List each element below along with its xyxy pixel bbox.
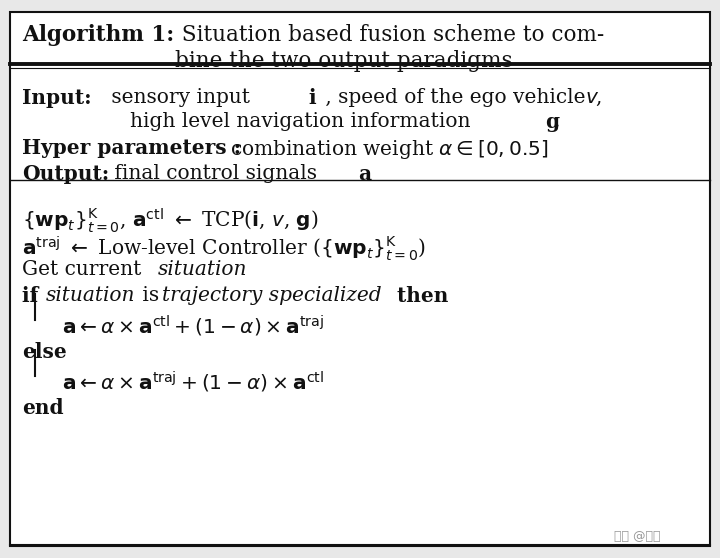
Text: high level navigation information: high level navigation information (130, 112, 477, 131)
Text: is: is (136, 286, 166, 305)
Text: $\{\mathbf{wp}_t\}_{t=0}^{\mathrm{K}}$, $\mathbf{a}^{\mathrm{ctl}}$ $\leftarrow$: $\{\mathbf{wp}_t\}_{t=0}^{\mathrm{K}}$, … (22, 206, 318, 235)
Text: Output:: Output: (22, 164, 109, 184)
Text: $v$: $v$ (585, 88, 599, 107)
Text: .: . (553, 112, 559, 131)
Text: then: then (390, 286, 449, 306)
Text: $\mathbf{a} \leftarrow \alpha \times \mathbf{a}^{\mathrm{ctl}} + (1 - \alpha) \t: $\mathbf{a} \leftarrow \alpha \times \ma… (62, 314, 324, 339)
Text: else: else (22, 342, 67, 362)
Text: sensory input: sensory input (105, 88, 256, 107)
Text: end: end (22, 398, 63, 418)
Text: ,: , (595, 88, 601, 107)
Text: combination weight $\alpha \in [0, 0.5]$: combination weight $\alpha \in [0, 0.5]$ (230, 138, 549, 161)
Text: i: i (308, 88, 315, 108)
Text: trajectory specialized: trajectory specialized (162, 286, 382, 305)
Text: bine the two output paradigms: bine the two output paradigms (175, 50, 513, 72)
Text: Input:: Input: (22, 88, 91, 108)
Text: Situation based fusion scheme to com-: Situation based fusion scheme to com- (175, 24, 604, 46)
Text: situation: situation (46, 286, 135, 305)
Text: g: g (545, 112, 559, 132)
Text: final control signals: final control signals (108, 164, 323, 183)
FancyBboxPatch shape (10, 12, 710, 546)
Text: $\mathbf{a} \leftarrow \alpha \times \mathbf{a}^{\mathrm{traj}} + (1 - \alpha) \: $\mathbf{a} \leftarrow \alpha \times \ma… (62, 370, 324, 395)
Text: , speed of the ego vehicle: , speed of the ego vehicle (319, 88, 592, 107)
Text: if: if (22, 286, 45, 306)
Text: $\mathbf{a}^{\mathrm{traj}}$ $\leftarrow$ Low-level Controller ($\{\mathbf{wp}_t: $\mathbf{a}^{\mathrm{traj}}$ $\leftarrow… (22, 234, 426, 263)
Text: a: a (358, 164, 371, 184)
Text: Hyper parameters :: Hyper parameters : (22, 138, 241, 158)
Text: Get current: Get current (22, 260, 148, 279)
Text: situation: situation (158, 260, 248, 279)
Text: Algorithm 1:: Algorithm 1: (22, 24, 174, 46)
Text: 知乎 @黄浙: 知乎 @黄浙 (613, 530, 660, 543)
